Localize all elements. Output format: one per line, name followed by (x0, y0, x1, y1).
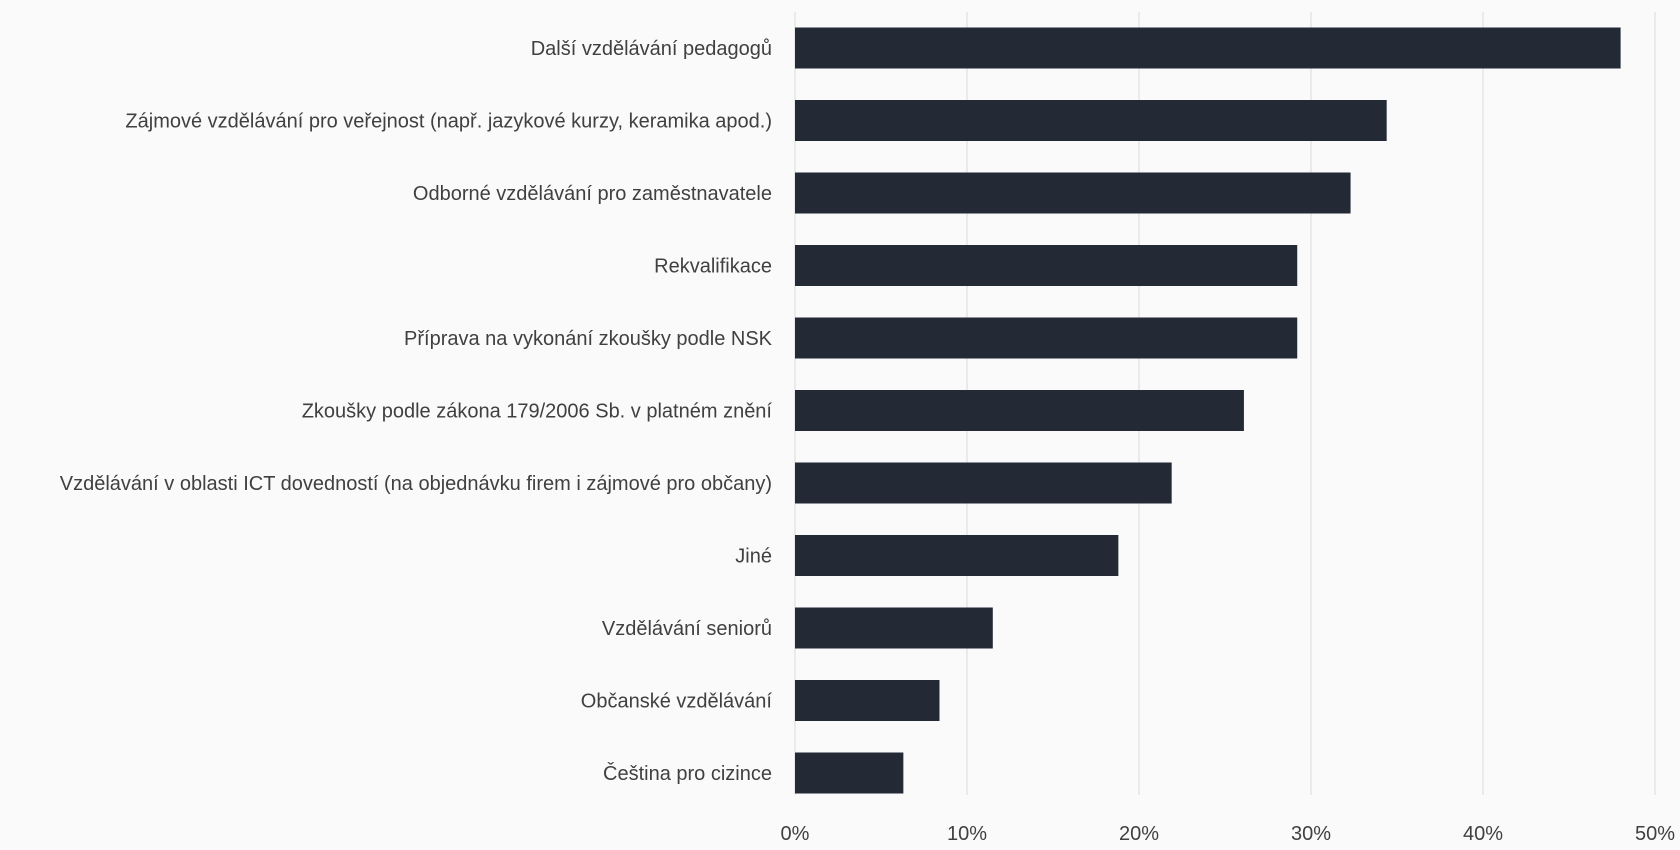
x-tick-label: 0% (781, 823, 810, 845)
x-tick-label: 40% (1463, 823, 1503, 845)
category-label: Odborné vzdělávání pro zaměstnavatele (413, 183, 772, 205)
bar (795, 535, 1119, 576)
category-labels: Další vzdělávání pedagogů Zájmové vzděláv… (60, 38, 773, 785)
bar (795, 462, 1172, 504)
bar (795, 390, 1244, 431)
category-label: Jiné (735, 546, 772, 568)
category-label: Další vzdělávání pedagogů (531, 38, 772, 60)
category-label: Rekvalifikace (654, 256, 772, 278)
bars (795, 27, 1621, 794)
x-tick-label: 30% (1291, 823, 1331, 845)
category-label: Vzdělávání v oblasti ICT dovedností (na … (60, 473, 772, 495)
bar (795, 172, 1351, 214)
bar (795, 680, 940, 721)
category-label: Příprava na vykonání zkoušky podle NSK (404, 328, 773, 350)
category-label: Zájmové vzdělávání pro veřejnost (např. … (125, 111, 772, 133)
category-label: Vzdělávání seniorů (602, 618, 772, 640)
bar (795, 245, 1298, 286)
bar (795, 27, 1621, 69)
x-tick-label: 50% (1635, 823, 1675, 845)
category-label: Čeština pro cizince (603, 762, 772, 785)
bar (795, 317, 1298, 359)
category-label: Občanské vzdělávání (581, 691, 773, 713)
x-axis-tick-labels: 0% 10% 20% 30% 40% 50% (781, 823, 1676, 845)
bar (795, 100, 1387, 141)
x-tick-label: 20% (1119, 823, 1159, 845)
x-tick-label: 10% (947, 823, 987, 845)
bar (795, 752, 904, 794)
bar (795, 607, 993, 649)
category-label: Zkoušky podle zákona 179/2006 Sb. v plat… (302, 401, 773, 423)
